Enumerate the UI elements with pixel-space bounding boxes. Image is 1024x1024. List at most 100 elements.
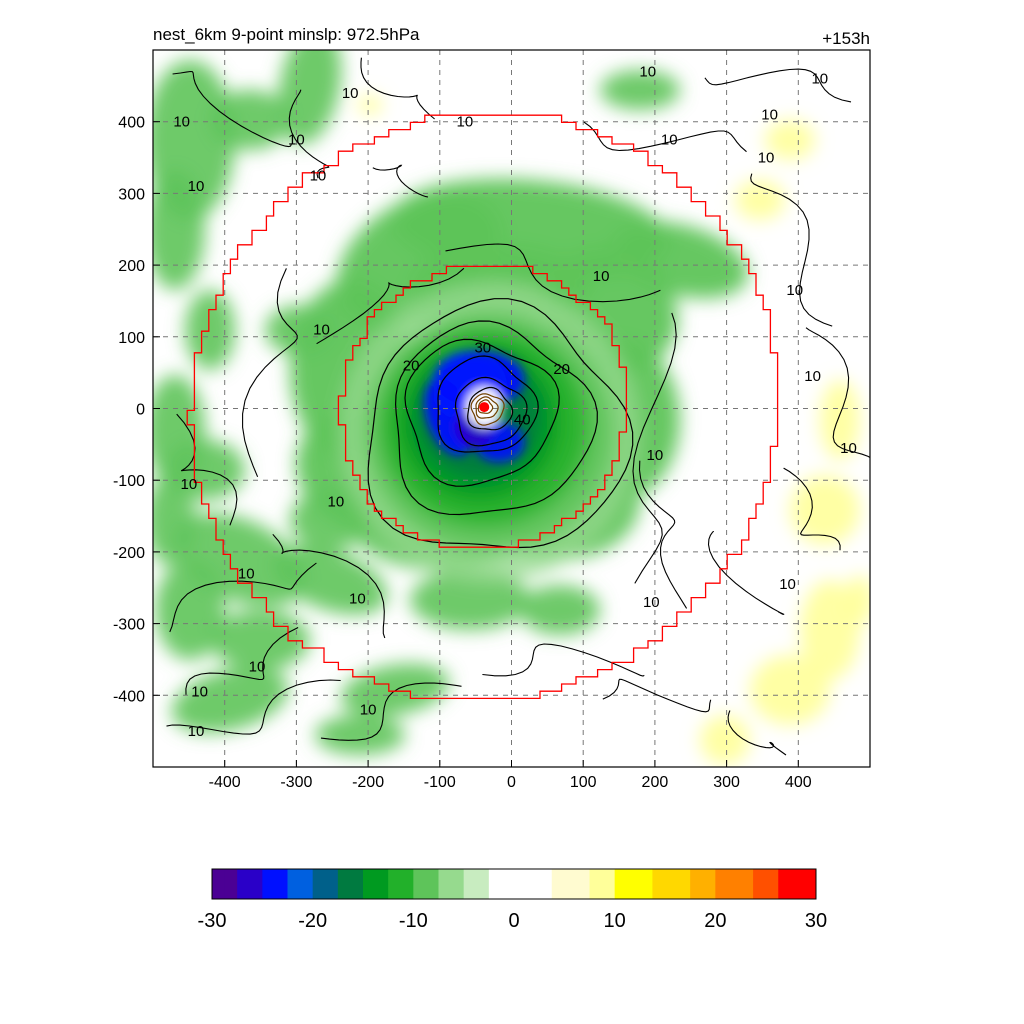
colorbar-cell — [224, 869, 238, 899]
contour-line — [404, 338, 560, 487]
contour-label: 10 — [313, 322, 330, 339]
contour-label: 10 — [188, 178, 205, 195]
colorbar-cell — [602, 869, 616, 899]
colorbar-cell — [526, 869, 540, 899]
contour-line — [805, 327, 870, 459]
contour-line — [172, 70, 293, 148]
colorbar-cell — [652, 869, 666, 899]
contour-line — [185, 627, 299, 695]
colorbar-cell — [287, 869, 301, 899]
shade-blob — [790, 475, 860, 545]
colorbar-cell — [476, 869, 490, 899]
colorbar-cell — [413, 869, 427, 899]
shade-blob — [600, 70, 680, 110]
shaded-field — [153, 50, 870, 765]
contour-label: 10 — [238, 565, 255, 582]
contour-line — [445, 243, 661, 303]
colorbar-cell — [249, 869, 263, 899]
contour-line — [783, 467, 841, 551]
contour-label: 20 — [403, 357, 420, 374]
shade-blob — [210, 610, 310, 670]
contour-labels: 10 10 10 10 10 10 10 10 10 10 10 10 10 10 10 10 10 10 10 10… — [173, 64, 856, 741]
shade-blob — [820, 380, 860, 460]
colorbar-tick-label: -30 — [198, 910, 227, 932]
colorbar-cell — [765, 869, 779, 899]
x-tick-label: 200 — [642, 774, 669, 791]
contour-label: 10 — [786, 282, 803, 299]
contour-label: 10 — [181, 476, 198, 493]
contour-lines — [166, 57, 870, 756]
colorbar-cell — [639, 869, 653, 899]
colorbar-cell — [400, 869, 414, 899]
y-tick-label: 0 — [136, 402, 145, 419]
x-tick-label: -200 — [352, 774, 384, 791]
x-tick-label: -300 — [280, 774, 312, 791]
contour-label: 10 — [342, 85, 359, 102]
contour-label: 10 — [288, 132, 305, 149]
contour-label: 10 — [593, 268, 610, 285]
contour-line — [707, 530, 785, 615]
shade-blob — [315, 715, 405, 755]
contour-line — [437, 355, 539, 453]
colorbar-tick-labels: -30 -20 -10 0 10 20 30 — [198, 910, 828, 932]
shade-blob — [611, 221, 749, 299]
contour-label: 10 — [457, 114, 474, 131]
colorbar-cell — [274, 869, 288, 899]
colorbar-cell — [740, 869, 754, 899]
contour-line — [454, 376, 528, 447]
contour-label: 10 — [804, 368, 821, 385]
colorbar-cell — [803, 869, 817, 899]
contour-line — [475, 396, 499, 419]
contour-line — [477, 399, 494, 414]
colorbar-tick-label: -10 — [399, 910, 428, 932]
colorbar-cell — [451, 869, 465, 899]
x-axis: -400 -300 -200 -100 0 100 200 300 400 — [209, 760, 812, 791]
colorbar-cell — [627, 869, 641, 899]
boundary-inner — [337, 265, 628, 548]
contour-label: 10 — [779, 576, 796, 593]
colorbar-cell — [614, 869, 628, 899]
x-tick-label: -100 — [424, 774, 456, 791]
shade-blob — [765, 120, 815, 160]
boundary-outer — [186, 114, 779, 700]
contour-line — [394, 320, 598, 516]
contour-line — [169, 562, 317, 633]
contour-label: 10 — [249, 659, 266, 676]
contour-label: 10 — [643, 594, 660, 611]
colorbar-tick-label: 10 — [604, 910, 626, 932]
shade-blob — [153, 170, 205, 290]
shade-blob — [210, 90, 290, 150]
contour-line — [316, 267, 465, 345]
colorbar-cell — [312, 869, 326, 899]
colorbar-frame — [211, 868, 817, 900]
colorbar-cell — [262, 869, 276, 899]
colorbar-cell — [438, 869, 452, 899]
colorbar-cell — [375, 869, 389, 899]
colorbar-cell — [325, 869, 339, 899]
contour-line — [583, 121, 747, 153]
shade-blob — [750, 655, 830, 725]
contour-label: 10 — [811, 71, 828, 88]
colorbar-cell — [388, 869, 402, 899]
storm-center-marker — [479, 402, 490, 413]
contour-line — [272, 533, 386, 639]
contour-label: 10 — [647, 447, 664, 464]
y-tick-label: 400 — [118, 115, 145, 132]
contour-line — [638, 460, 688, 609]
shade-blob — [358, 95, 382, 115]
shade-blob — [278, 50, 342, 145]
colorbar-cells — [212, 869, 817, 899]
y-tick-label: 200 — [118, 258, 145, 275]
contour-label: 10 — [661, 132, 678, 149]
x-tick-label: 0 — [507, 774, 516, 791]
colorbar-cell — [463, 869, 477, 899]
colorbar-cell — [589, 869, 603, 899]
colorbar-cell — [514, 869, 528, 899]
shade-blob — [165, 440, 245, 500]
shade-blob — [171, 667, 289, 733]
colorbar-cell — [702, 869, 716, 899]
contour-line — [367, 298, 634, 549]
shade-blob — [272, 545, 388, 615]
colorbar-cell — [677, 869, 691, 899]
